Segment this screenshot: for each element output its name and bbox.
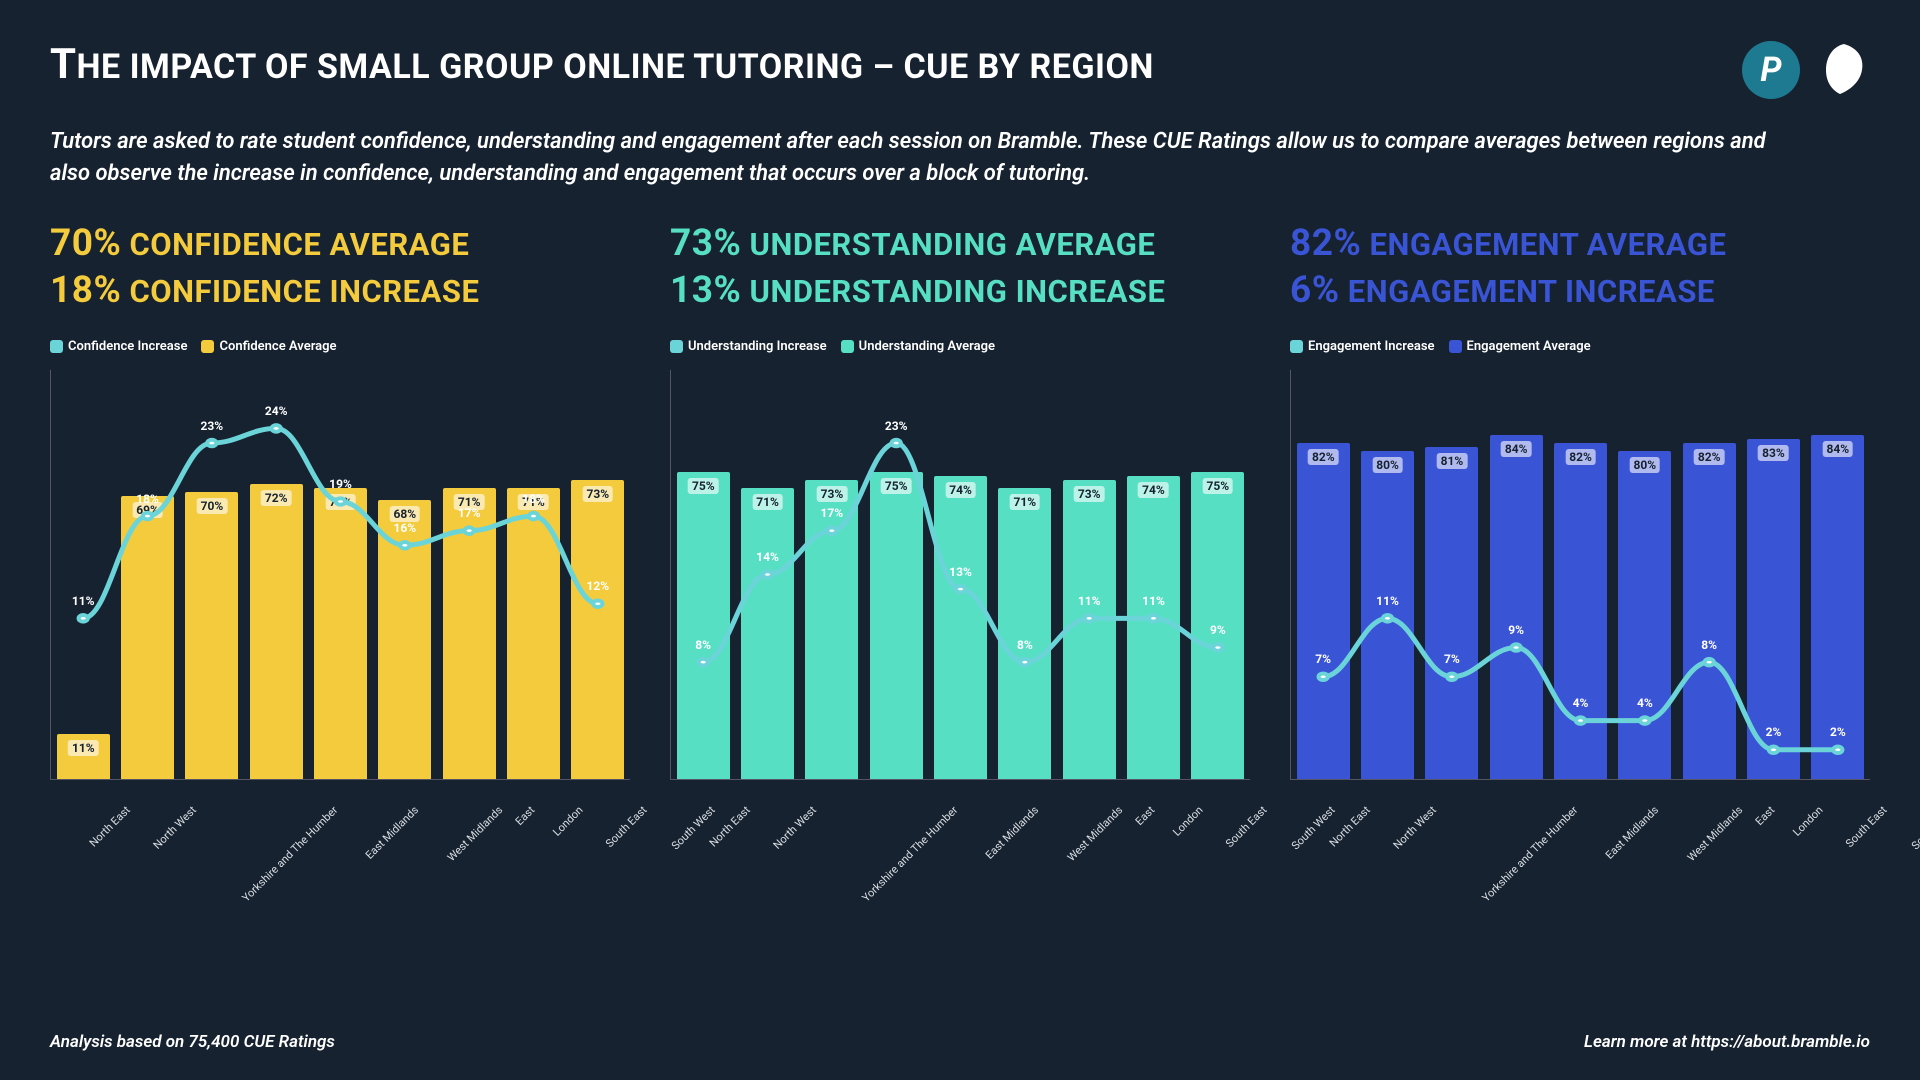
line-value-label: 17% — [821, 506, 844, 520]
line-value-label: 9% — [1508, 623, 1524, 637]
x-axis-label: North West — [1391, 803, 1430, 842]
footer: Analysis based on 75,400 CUE Ratings Lea… — [50, 1032, 1870, 1052]
line-value-label: 19% — [329, 477, 352, 491]
line-value-label: 2% — [1830, 725, 1846, 739]
legend-increase: Confidence Increase — [50, 339, 187, 354]
stat-increase: 13% Understanding increase — [670, 267, 1250, 314]
line-value-label: 11% — [72, 594, 95, 608]
logo-group: P — [1742, 40, 1870, 100]
line-value-label: 11% — [1078, 594, 1101, 608]
line-overlay — [51, 370, 630, 779]
panel-engagement: 82% Engagement average6% Engagement incr… — [1290, 220, 1870, 780]
x-axis-label: East — [1133, 803, 1148, 818]
x-axis-label: East Midlands — [1603, 803, 1652, 852]
x-axis-label: East — [1753, 803, 1768, 818]
line-value-label: 2% — [1766, 725, 1782, 739]
line-value-label: 14% — [756, 550, 779, 564]
chart: 75%71%73%75%74%71%73%74%75%8%14%17%23%13… — [670, 370, 1250, 780]
stat-average: 82% Engagement average — [1290, 220, 1870, 267]
x-axis-label: South West — [669, 803, 709, 843]
x-axis-label: East Midlands — [983, 803, 1032, 852]
line-value-label: 7% — [1315, 652, 1331, 666]
page-title-text: he impact of small group online tutoring… — [77, 47, 1154, 87]
chart-legend: Understanding Increase Understanding Aver… — [670, 339, 1250, 354]
line-value-label: 23% — [201, 419, 224, 433]
line-value-label: 11% — [1376, 594, 1399, 608]
stat-increase: 6% Engagement increase — [1290, 267, 1870, 314]
x-axis-label: Yorkshire and The Humber — [1479, 803, 1571, 895]
line-overlay — [1291, 370, 1870, 779]
x-axis-label: East Midlands — [363, 803, 412, 852]
x-axis-label: South East — [1843, 803, 1880, 840]
panel-confidence: 70% Confidence average18% Confidence inc… — [50, 220, 630, 780]
x-axis-label: West Midlands — [1684, 803, 1735, 854]
line-value-label: 7% — [1444, 652, 1460, 666]
x-axis-label: South East — [603, 803, 640, 840]
chart-legend: Engagement Increase Engagement Average — [1290, 339, 1870, 354]
line-value-label: 24% — [265, 404, 288, 418]
pearson-logo-icon: P — [1742, 41, 1800, 99]
line-value-label: 9% — [1210, 623, 1226, 637]
x-axis-label: West Midlands — [1064, 803, 1115, 854]
x-axis-label: South West — [1289, 803, 1329, 843]
stat-average: 73% Understanding average — [670, 220, 1250, 267]
panel-understanding: 73% Understanding average13% Understandi… — [670, 220, 1250, 780]
line-value-label: 11% — [1142, 594, 1165, 608]
footer-left: Analysis based on 75,400 CUE Ratings — [50, 1032, 335, 1052]
x-axis-label: South West — [1909, 803, 1920, 843]
chart: 82%80%81%84%82%80%82%83%84%7%11%7%9%4%4%… — [1290, 370, 1870, 780]
x-axis-label: Yorkshire and The Humber — [239, 803, 331, 895]
x-axis-label: North West — [151, 803, 190, 842]
legend-increase: Engagement Increase — [1290, 339, 1435, 354]
bramble-logo-icon — [1818, 40, 1870, 100]
line-value-label: 23% — [885, 419, 908, 433]
line-value-label: 12% — [587, 579, 610, 593]
x-axis-label: North West — [771, 803, 810, 842]
x-axis-label: London — [551, 803, 577, 829]
legend-average: Confidence Average — [201, 339, 336, 354]
line-value-label: 18% — [136, 492, 159, 506]
line-value-label: 8% — [695, 638, 711, 652]
chart-legend: Confidence Increase Confidence Average — [50, 339, 630, 354]
panels-container: 70% Confidence average18% Confidence inc… — [50, 220, 1870, 780]
x-axis-label: South East — [1223, 803, 1260, 840]
line-value-label: 18% — [522, 492, 545, 506]
x-axis-label: West Midlands — [444, 803, 495, 854]
page-subtitle: Tutors are asked to rate student confide… — [50, 126, 1770, 190]
footer-right: Learn more at https://about.bramble.io — [1584, 1032, 1870, 1052]
line-value-label: 8% — [1017, 638, 1033, 652]
x-axis-label: East — [513, 803, 528, 818]
line-value-label: 16% — [394, 521, 417, 535]
line-value-label: 8% — [1701, 638, 1717, 652]
stat-increase: 18% Confidence increase — [50, 267, 630, 314]
line-value-label: 13% — [949, 565, 972, 579]
x-axis-label: North East — [87, 803, 124, 840]
line-value-label: 17% — [458, 506, 481, 520]
line-value-label: 4% — [1573, 696, 1589, 710]
stat-average: 70% Confidence average — [50, 220, 630, 267]
legend-increase: Understanding Increase — [670, 339, 827, 354]
page-title: The impact of small group online tutorin… — [50, 40, 1154, 89]
legend-average: Engagement Average — [1449, 339, 1591, 354]
x-axis-label: Yorkshire and The Humber — [859, 803, 951, 895]
x-axis-label: London — [1171, 803, 1197, 829]
chart: 11%69%70%72%71%68%71%71%73%11%18%23%24%1… — [50, 370, 630, 780]
x-axis-label: London — [1791, 803, 1817, 829]
legend-average: Understanding Average — [841, 339, 995, 354]
line-value-label: 4% — [1637, 696, 1653, 710]
